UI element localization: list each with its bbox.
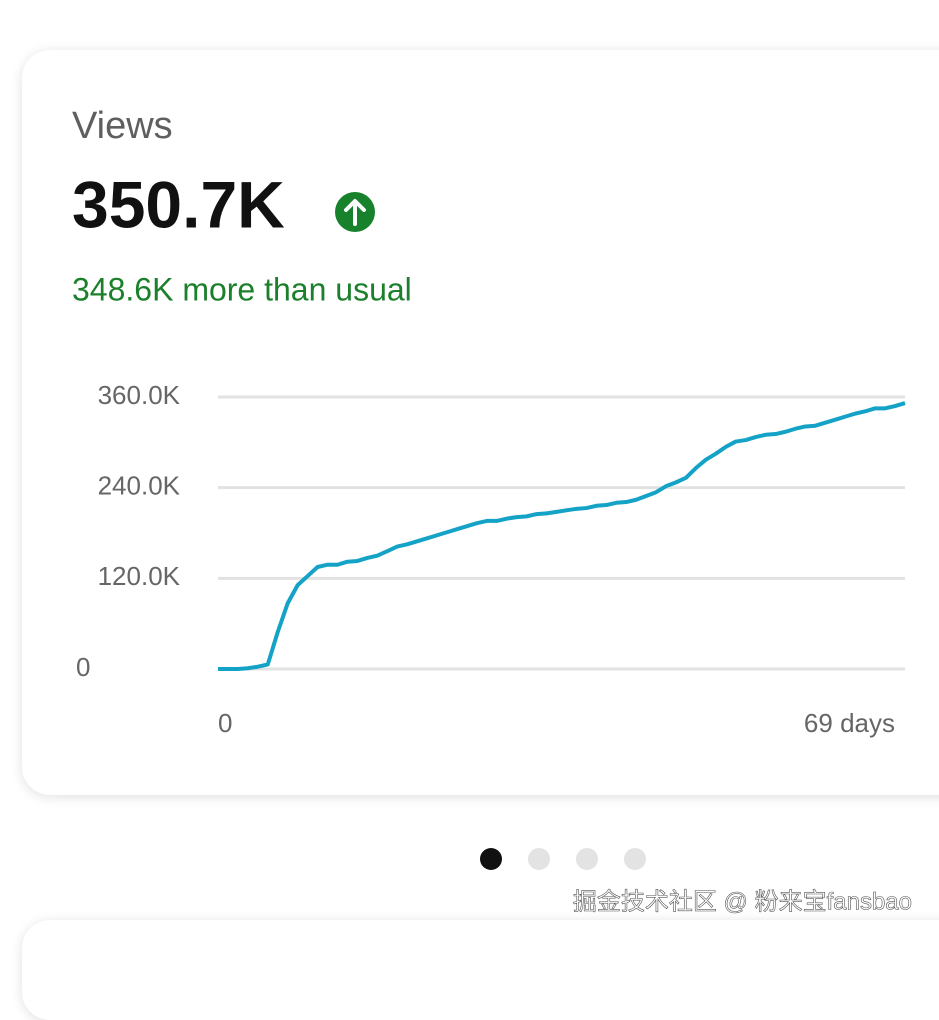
- pager: [480, 848, 646, 870]
- card-title: Views: [72, 105, 173, 147]
- x-tick-label: 69 days: [804, 708, 895, 738]
- views-card: [22, 50, 939, 795]
- y-tick-label: 360.0K: [98, 380, 181, 410]
- up-icon: [335, 192, 375, 232]
- card-delta: 348.6K more than usual: [72, 271, 412, 307]
- x-tick-label: 0: [218, 708, 232, 738]
- watermark: 掘金技术社区 @ 粉来宝fansbao: [573, 888, 912, 915]
- chart: Views 350.7K 348.6K more than usual 掘金技术…: [72, 105, 912, 916]
- line: [218, 401, 906, 671]
- card-value: 350.7K: [72, 167, 285, 241]
- y-tick-label: 0: [76, 652, 90, 682]
- page: Views 350.7K 348.6K more than usual 掘金技术…: [22, 50, 939, 916]
- y-tick-label: 120.0K: [98, 561, 181, 591]
- y-tick-label: 240.0K: [98, 471, 181, 501]
